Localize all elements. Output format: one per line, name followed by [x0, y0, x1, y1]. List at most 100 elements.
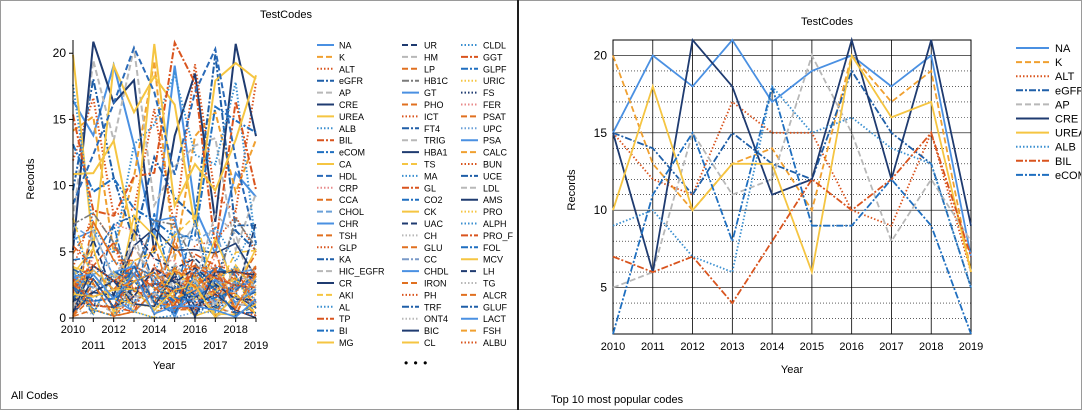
series-line-egfr — [72, 54, 257, 252]
y-axis-title: Records — [25, 158, 37, 199]
legend-label: HBA1 — [424, 148, 448, 158]
legend-label: FOL — [483, 243, 501, 253]
legend-item-alt: ALT — [1016, 71, 1075, 83]
series-line-ecom — [72, 104, 257, 238]
legend-item-cr: CR — [317, 279, 352, 289]
legend-label: MA — [424, 171, 438, 181]
series-line-alph — [72, 265, 257, 318]
legend-more-indicator[interactable]: • • • — [404, 356, 429, 370]
series-line-albu — [72, 264, 257, 298]
legend-item-pho: PHO — [402, 100, 444, 110]
series-line-k — [612, 53, 972, 273]
legend-label: CRE — [1055, 114, 1078, 126]
legend-item-lh: LH — [461, 267, 495, 277]
series-line-k — [72, 60, 257, 260]
x-tick-label: 2011 — [82, 340, 106, 352]
series-line-cre — [612, 36, 972, 273]
x-tick-label: 2014 — [760, 341, 784, 353]
legend-item-alph: ALPH — [461, 219, 507, 229]
legend-label: CRP — [339, 183, 358, 193]
panel-divider[interactable] — [517, 0, 519, 410]
legend-label: ALT — [339, 64, 355, 74]
legend-item-fol: FOL — [461, 243, 501, 253]
legend-label: CH — [424, 231, 437, 241]
x-tick-label: 2015 — [800, 341, 824, 353]
legend-item-ur: UR — [402, 41, 437, 51]
legend-item-ldl: LDL — [461, 183, 500, 193]
y-tick-label: 10 — [594, 203, 608, 217]
x-axis-title: Year — [781, 364, 804, 376]
legend-item-chr: CHR — [317, 219, 359, 229]
x-tick-label: 2017 — [879, 341, 903, 353]
legend-label: UREA — [1055, 128, 1081, 140]
series-layer — [612, 36, 972, 335]
legend-label: MG — [339, 338, 354, 348]
legend-label: TRIG — [424, 136, 446, 146]
legend-label: FT4 — [424, 124, 440, 134]
legend-label: eCOM — [1055, 170, 1081, 182]
series-line-cldl — [72, 265, 257, 319]
series-line-gluf — [72, 264, 257, 315]
series-line-ecom — [612, 82, 972, 335]
legend-item-alb: ALB — [317, 124, 356, 134]
legend-item-uce: UCE — [461, 171, 502, 181]
legend-item-hdl: HDL — [317, 171, 357, 181]
series-line-uce — [72, 273, 257, 318]
legend-label: eGFR — [339, 76, 364, 86]
legend-label: ONT4 — [424, 314, 448, 324]
legend-item-uric: URIC — [461, 76, 505, 86]
legend-item-cre: CRE — [1016, 114, 1078, 126]
x-tick-label: 2018 — [919, 341, 943, 353]
legend-item-urea: UREA — [317, 112, 364, 122]
legend-label: AMS — [483, 195, 503, 205]
legend-item-calc: CALC — [461, 148, 508, 158]
legend-label: FSH — [483, 326, 501, 336]
legend-item-lp: LP — [402, 64, 435, 74]
legend-label: BI — [339, 326, 348, 336]
legend-item-alb: ALB — [1016, 142, 1076, 154]
legend-item-iron: IRON — [402, 279, 447, 289]
legend-label: HB1C — [424, 76, 449, 86]
legend-item-trf: TRF — [402, 302, 442, 312]
legend-item-ap: AP — [317, 88, 351, 98]
legend-item-cca: CCA — [317, 195, 358, 205]
legend-label: AKI — [339, 290, 354, 300]
legend-item-bun: BUN — [461, 160, 502, 170]
series-line-ap — [72, 47, 257, 254]
legend-item-gt: GT — [402, 88, 437, 98]
legend-label: GT — [424, 88, 437, 98]
x-tick-label: 2019 — [244, 340, 268, 352]
legend-item-ka: KA — [317, 255, 351, 265]
legend-label: TSH — [339, 231, 357, 241]
legend-label: CL — [424, 338, 436, 348]
legend-label: GL — [424, 183, 436, 193]
legend-label: BIL — [1055, 156, 1072, 168]
legend-item-cl: CL — [402, 338, 436, 348]
legend-item-ggt: GGT — [461, 52, 503, 62]
legend-item-cre: CRE — [317, 100, 358, 110]
series-line-glp — [72, 211, 257, 309]
legend-label: CK — [424, 207, 437, 217]
left-panel-caption: All Codes — [11, 390, 59, 402]
legend-label: K — [1055, 57, 1063, 69]
legend-label: PRO_F — [483, 231, 514, 241]
legend-label: KA — [339, 255, 351, 265]
legend-label: NA — [339, 41, 352, 51]
legend-label: CRE — [339, 100, 358, 110]
legend-item-ft4: FT4 — [402, 124, 440, 134]
legend-item-egfr: eGFR — [317, 76, 364, 86]
legend-item-al: AL — [317, 302, 350, 312]
legend-item-glp: GLP — [317, 243, 357, 253]
legend-label: HIC_EGFR — [339, 267, 385, 277]
legend-label: CLDL — [483, 41, 506, 51]
legend-label: PSAT — [483, 112, 506, 122]
legend-label: TS — [424, 160, 436, 170]
x-tick-label: 2011 — [641, 341, 665, 353]
y-tick-label: 0 — [59, 311, 66, 325]
legend-item-bil: BIL — [317, 136, 353, 146]
y-tick-label: 5 — [600, 281, 607, 295]
legend-item-gl: GL — [402, 183, 436, 193]
series-line-urea — [612, 53, 972, 276]
legend-label: CHDL — [424, 267, 449, 277]
legend-label: PH — [424, 290, 437, 300]
